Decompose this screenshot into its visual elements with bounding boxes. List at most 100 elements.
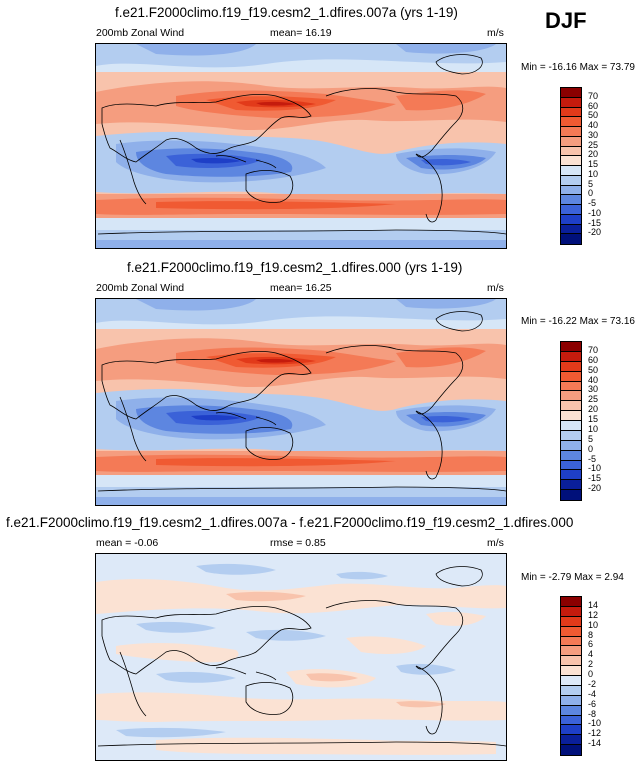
- colorbar-segment: [561, 480, 581, 491]
- panel-3-title: f.e21.F2000climo.f19_f19.cesm2_1.dfires.…: [6, 515, 574, 530]
- colorbar-tick-label: -10: [588, 207, 602, 218]
- colorbar-tick-label: 20: [588, 149, 599, 160]
- colorbar-segment: [561, 606, 581, 617]
- colorbar-tick-label: -10: [588, 718, 602, 729]
- panel-2-mean-label: mean= 16.25: [270, 282, 332, 294]
- colorbar-segment: [561, 146, 581, 157]
- panel-1-contour-field: [96, 44, 506, 248]
- colorbar-tick-label: -10: [588, 463, 602, 474]
- panel-2-units: m/s: [487, 282, 504, 294]
- colorbar-tick-label: 40: [588, 120, 599, 130]
- colorbar-segment: [561, 715, 581, 726]
- colorbar-tick-label: 0: [588, 669, 594, 679]
- colorbar-segment: [561, 195, 581, 205]
- colorbar-segment: [561, 626, 581, 637]
- colorbar-segment: [561, 636, 581, 647]
- panel-3-rmse-label: rmse = 0.85: [270, 537, 326, 549]
- colorbar-tick-label: 60: [588, 100, 599, 111]
- colorbar-segment: [561, 421, 581, 431]
- colorbar-tick-label: 15: [588, 414, 599, 424]
- colorbar-tick-label: -15: [588, 217, 602, 228]
- colorbar-segment: [561, 117, 581, 127]
- colorbar-segment: [561, 361, 581, 372]
- colorbar-tick-label: 50: [588, 364, 599, 375]
- colorbar-tick-label: 60: [588, 354, 599, 365]
- colorbar-tick-label: 25: [588, 394, 599, 405]
- colorbar-segment: [561, 666, 581, 676]
- colorbar-tick-label: -6: [588, 698, 597, 709]
- colorbar-segment: [561, 166, 581, 176]
- colorbar-tick-label: 30: [588, 129, 599, 140]
- colorbar-tick-label: 70: [588, 344, 599, 355]
- colorbar-segment: [561, 214, 581, 225]
- colorbar-segment: [561, 185, 581, 196]
- colorbar-tick-label: 50: [588, 110, 599, 121]
- colorbar-tick-label: 20: [588, 404, 599, 415]
- colorbar-segment: [561, 411, 581, 421]
- colorbar-tick-label: -15: [588, 473, 602, 484]
- panel-1-map: [95, 43, 507, 249]
- colorbar-segment: [561, 735, 581, 746]
- panel-1-title: f.e21.F2000climo.f19_f19.cesm2_1.dfires.…: [115, 5, 458, 20]
- panel-1-units: m/s: [487, 27, 504, 39]
- colorbar-segment: [561, 450, 581, 461]
- colorbar-segment: [561, 490, 581, 500]
- colorbar-segment: [561, 127, 581, 137]
- colorbar-segment: [561, 460, 581, 471]
- colorbar-segment: [561, 401, 581, 412]
- panel-1-colorbar-labels: 70 60 50 40 30 25 20 15 10 5 0 -5 -10 -15 -20: [588, 87, 628, 243]
- panel-2-field-label: 200mb Zonal Wind: [96, 282, 185, 294]
- colorbar-tick-label: -12: [588, 728, 602, 739]
- colorbar-tick-label: 30: [588, 384, 599, 395]
- colorbar-tick-label: 5: [588, 433, 594, 444]
- colorbar-tick-label: 15: [588, 159, 599, 169]
- panel-1-minmax: Min = -16.16 Max = 73.79: [521, 62, 635, 73]
- colorbar-segment: [561, 205, 581, 215]
- colorbar-segment: [561, 646, 581, 657]
- colorbar-segment: [561, 616, 581, 627]
- panel-3-colorbar-labels: 14 12 10 8 6 4 2 0 -2 -4 -6 -8 -10 -12 -14: [588, 596, 628, 754]
- colorbar-tick-label: 6: [588, 639, 594, 650]
- colorbar-tick-label: 10: [588, 423, 599, 434]
- colorbar-segment: [561, 656, 581, 667]
- colorbar-tick-label: -14: [588, 738, 602, 749]
- colorbar-tick-label: 10: [588, 619, 599, 630]
- colorbar-tick-label: -8: [588, 708, 597, 719]
- panel-2-map: [95, 298, 507, 506]
- panel-3-contour-field: [96, 554, 506, 760]
- panel-2-minmax: Min = -16.22 Max = 73.16: [521, 316, 635, 327]
- colorbar-segment: [561, 156, 581, 166]
- panel-1-colorbar: [560, 87, 582, 245]
- colorbar-tick-label: 25: [588, 139, 599, 150]
- colorbar-tick-label: -5: [588, 453, 597, 464]
- colorbar-tick-label: 8: [588, 629, 594, 640]
- panel-3-units: m/s: [487, 537, 504, 549]
- season-label: DJF: [545, 8, 587, 33]
- panel-2-colorbar: [560, 341, 582, 501]
- colorbar-tick-label: -20: [588, 483, 602, 494]
- colorbar-segment: [561, 97, 581, 108]
- colorbar-tick-label: 5: [588, 178, 594, 189]
- colorbar-tick-label: -2: [588, 678, 597, 689]
- panel-3-mean-label: mean = -0.06: [96, 537, 159, 549]
- colorbar-segment: [561, 725, 581, 736]
- colorbar-tick-label: 70: [588, 90, 599, 101]
- colorbar-segment: [561, 430, 581, 441]
- panel-1-mean-label: mean= 16.19: [270, 27, 332, 39]
- colorbar-segment: [561, 371, 581, 382]
- colorbar-tick-label: 10: [588, 168, 599, 179]
- colorbar-segment: [561, 676, 581, 686]
- colorbar-tick-label: 4: [588, 649, 594, 660]
- colorbar-tick-label: -20: [588, 227, 602, 238]
- colorbar-segment: [561, 381, 581, 392]
- panel-3-colorbar: [560, 596, 582, 756]
- colorbar-segment: [561, 685, 581, 696]
- colorbar-segment: [561, 136, 581, 147]
- colorbar-segment: [561, 351, 581, 362]
- colorbar-segment: [561, 342, 581, 352]
- panel-2-colorbar-labels: 70 60 50 40 30 25 20 15 10 5 0 -5 -10 -15 -20: [588, 341, 628, 499]
- colorbar-segment: [561, 705, 581, 716]
- colorbar-segment: [561, 107, 581, 118]
- colorbar-segment: [561, 391, 581, 402]
- colorbar-tick-label: -5: [588, 198, 597, 208]
